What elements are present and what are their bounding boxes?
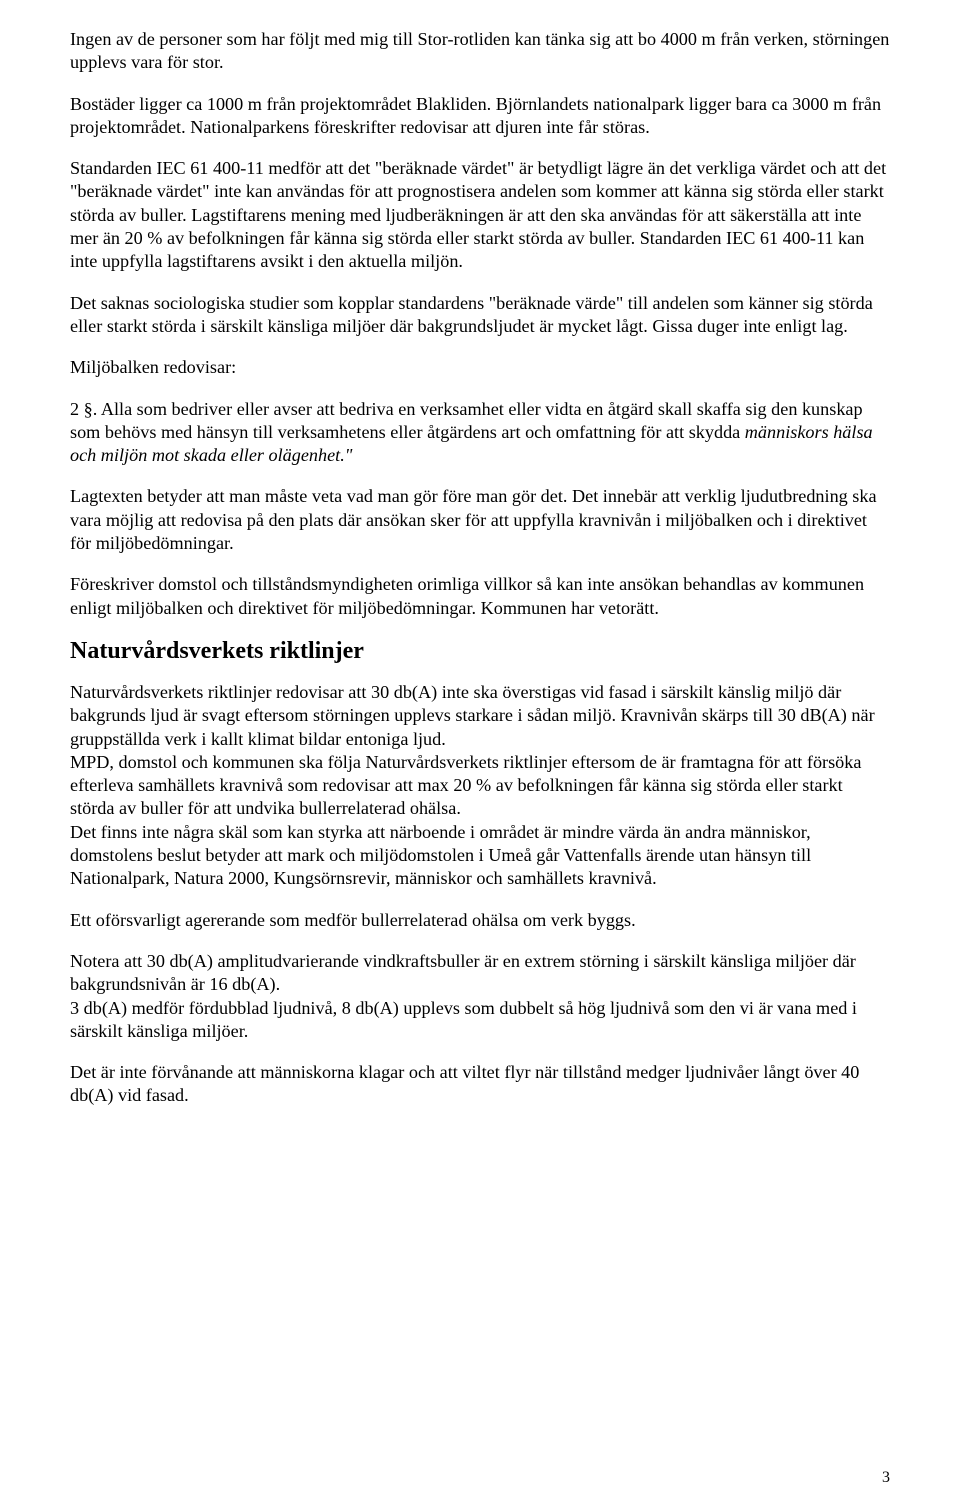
page-number: 3 — [882, 1469, 890, 1487]
paragraph: Det är inte förvånande att människorna k… — [70, 1061, 890, 1108]
paragraph: MPD, domstol och kommunen ska följa Natu… — [70, 751, 890, 821]
section-heading: Naturvårdsverkets riktlinjer — [70, 638, 890, 665]
paragraph: Lagtexten betyder att man måste veta vad… — [70, 485, 890, 555]
paragraph: 3 db(A) medför fördubblad ljudnivå, 8 db… — [70, 997, 890, 1044]
paragraph: Ingen av de personer som har följt med m… — [70, 28, 890, 75]
paragraph: Naturvårdsverkets riktlinjer redovisar a… — [70, 681, 890, 751]
paragraph: Notera att 30 db(A) amplitudvarierande v… — [70, 950, 890, 997]
paragraph: Ett oförsvarligt agererande som medför b… — [70, 909, 890, 932]
paragraph-text: 2 §. Alla som bedriver eller avser att b… — [70, 399, 863, 442]
paragraph: 2 §. Alla som bedriver eller avser att b… — [70, 398, 890, 468]
paragraph: Standarden IEC 61 400-11 medför att det … — [70, 157, 890, 273]
paragraph: Bostäder ligger ca 1000 m från projektom… — [70, 93, 890, 140]
paragraph: Miljöbalken redovisar: — [70, 356, 890, 379]
paragraph: Det finns inte några skäl som kan styrka… — [70, 821, 890, 891]
paragraph: Föreskriver domstol och tillståndsmyndig… — [70, 573, 890, 620]
document-page: Ingen av de personer som har följt med m… — [0, 0, 960, 1505]
paragraph: Det saknas sociologiska studier som kopp… — [70, 292, 890, 339]
